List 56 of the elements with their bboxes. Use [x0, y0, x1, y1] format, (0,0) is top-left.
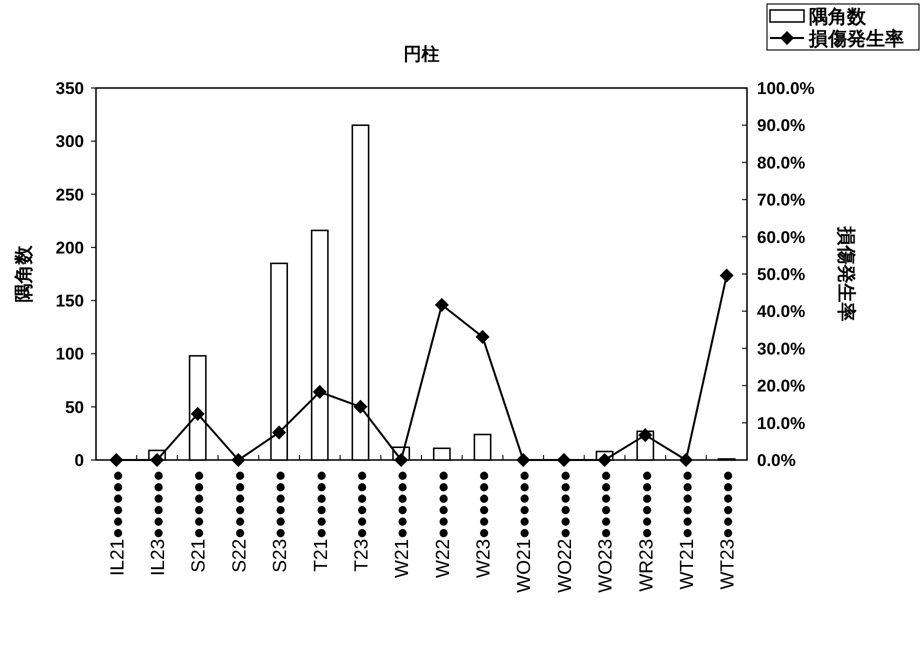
point [720, 268, 734, 282]
x-tick-label: WO22●●●●●● [554, 470, 576, 593]
x-tick-label: S21●●●●●● [188, 470, 210, 573]
y-tick-label: 250 [56, 185, 84, 204]
y2-tick-label: 70.0% [757, 190, 806, 210]
point [150, 453, 164, 467]
y-tick-label: 50 [65, 398, 84, 417]
point [272, 425, 286, 440]
point [312, 384, 327, 399]
x-tick-label: WO21●●●●●● [514, 470, 536, 593]
x-tick-label: WR23●●●●●● [636, 470, 658, 592]
y2-tick-label: 80.0% [757, 153, 806, 172]
y-tick-label: 200 [56, 238, 84, 258]
point [190, 406, 205, 421]
y2-tick-label: 40.0% [757, 302, 806, 322]
y2-tick-label: 30.0% [757, 339, 806, 358]
point [598, 453, 612, 467]
y2-tick-label: 20.0% [757, 376, 806, 396]
chart-title: 円柱 [404, 44, 440, 64]
x-tick-label: S23●●●●●● [270, 470, 292, 573]
x-tick-label: WO23●●●●●● [596, 470, 617, 593]
point [434, 298, 449, 312]
x-tick-label: T21●●●●●● [310, 470, 332, 572]
y2-tick-label: 50.0% [757, 265, 806, 284]
y-axis-title: 隅角数 [14, 244, 35, 302]
x-tick-label: WT21●●●●●● [676, 470, 698, 590]
point [516, 453, 530, 467]
point [556, 453, 571, 467]
x-tick-label: W23●●●●●● [474, 470, 495, 578]
point [231, 453, 246, 467]
x-tick-label: T23●●●●●● [351, 470, 372, 572]
y-tick-label: 0 [74, 451, 84, 470]
y-tick-label: 150 [56, 292, 84, 311]
y2-tick-label: 0.0% [757, 451, 796, 470]
y-tick-label: 350 [56, 79, 84, 98]
x-tick-label: IL21●●●●●● [107, 470, 128, 576]
y-tick-label: 300 [56, 132, 84, 152]
legend-label: 損傷発生率 [808, 28, 904, 50]
y2-tick-label: 90.0% [757, 116, 806, 136]
x-tick-label: S22●●●●●● [229, 470, 250, 573]
point [678, 453, 693, 467]
y2-tick-label: 100.0% [757, 79, 815, 98]
x-tick-label: W21●●●●●● [392, 470, 414, 578]
y-tick-label: 100 [56, 344, 84, 364]
x-tick-label: W22●●●●●● [432, 470, 454, 578]
point [394, 453, 408, 467]
point [109, 453, 124, 467]
y2-tick-label: 60.0% [757, 228, 806, 247]
x-tick-label: IL23●●●●●● [148, 470, 170, 576]
point [638, 428, 652, 442]
legend-label: 隅角数 [809, 7, 867, 28]
point [476, 330, 490, 344]
y2-tick-label: 10.0% [757, 414, 806, 433]
x-tick-label: WT23●●●●●● [718, 470, 739, 590]
y2-axis-title: 損傷発生率 [835, 226, 857, 322]
point [353, 400, 368, 414]
